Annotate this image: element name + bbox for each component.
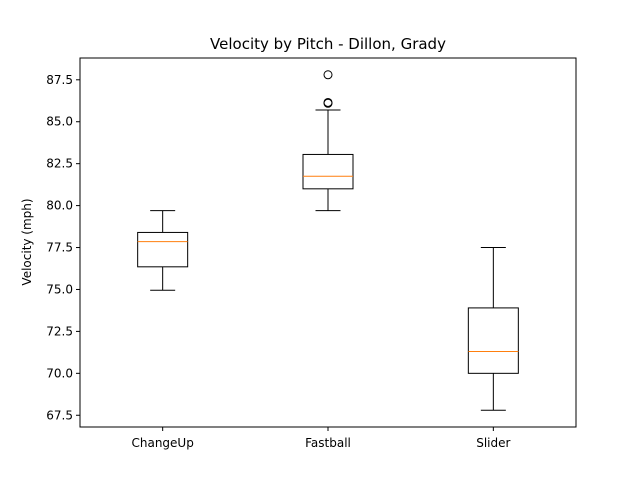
y-tick-label: 87.5 (46, 73, 73, 87)
y-tick-label: 85.0 (46, 115, 73, 129)
x-tick-label: Slider (476, 436, 510, 450)
chart-title: Velocity by Pitch - Dillon, Grady (210, 35, 446, 53)
box-fastball (302, 153, 354, 190)
y-tick-label: 82.5 (46, 157, 73, 171)
y-tick-label: 67.5 (46, 408, 73, 422)
outlier-fastball (323, 70, 333, 80)
y-tick-label: 77.5 (46, 241, 73, 255)
y-tick-label: 70.0 (46, 366, 73, 380)
plot-area: 67.5 70.0 72.5 75.0 77.5 80.0 82.5 85.0 87.5 Chan… (46, 70, 519, 450)
plot-frame (79, 57, 577, 428)
y-axis-label: Velocity (mph) (20, 198, 34, 285)
x-tick-label: ChangeUp (131, 436, 193, 450)
y-tick-label: 72.5 (46, 324, 73, 338)
outlier-fastball (323, 97, 333, 107)
box-changeup (137, 231, 189, 268)
box-slider (467, 307, 519, 374)
x-tick-label: Fastball (305, 436, 351, 450)
y-tick-label: 80.0 (46, 199, 73, 213)
y-tick-label: 75.0 (46, 282, 73, 296)
